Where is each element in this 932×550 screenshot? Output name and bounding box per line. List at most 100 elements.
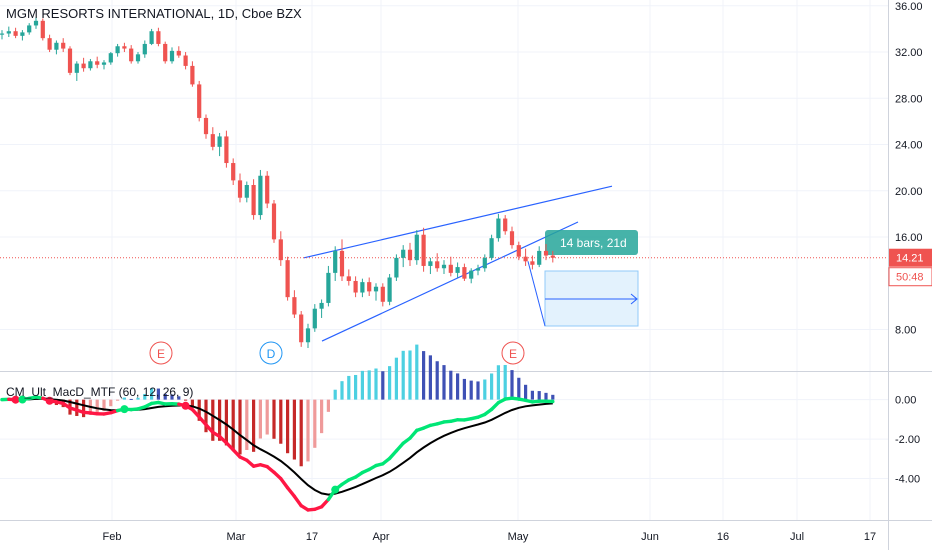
macd-histogram-bar [292,399,296,460]
candle-body [237,180,243,198]
candle-body [224,136,229,164]
indicator-title: CM_Ult_MacD_MTF (60, 12, 26, 9) [6,385,194,399]
macd-histogram-bar [170,394,174,400]
candle-body [47,38,52,50]
macd-histogram-bar [530,390,534,400]
macd-histogram-bar [524,384,528,400]
candle-body [435,261,440,269]
candle-body [108,53,113,63]
event-marker-circle [259,341,283,365]
candle-body [197,84,202,118]
candle-body [265,175,270,204]
time-axis[interactable]: Feb Mar 17 Apr May Jun 16 Jul 17 [103,531,877,543]
macd-histogram-bar [163,393,167,400]
macd-histogram-bar [306,399,310,462]
candle-body [550,255,555,258]
macd-histogram-bar [503,364,507,400]
candle-body [278,239,283,261]
macd-tick-label: -4.00 [895,474,920,486]
candle-body [367,282,372,292]
macd-histogram-bar [388,366,392,400]
gridlines [0,0,888,520]
macd-histogram-bar [156,388,160,400]
macd-histogram-bar [320,399,324,434]
price-tick-label: 32.00 [895,47,923,59]
candle-body [516,245,521,257]
macd-histogram-bar [150,388,154,400]
candle-body [258,175,263,216]
candle-body [360,282,365,293]
macd-histogram-bar [238,399,242,455]
macd-histogram-bar [415,344,419,400]
macd-histogram-bar [469,380,473,400]
candle-body [394,257,399,278]
macd-histogram-bar [347,375,351,400]
candle-body [190,65,195,85]
candle-body [183,55,188,66]
last-price-value: 14.21 [896,253,924,265]
candle-body [13,31,18,36]
macd-histogram-bar [401,350,405,400]
macd-histogram-bar [333,389,337,400]
candle-body [6,31,11,34]
candle-body [339,250,345,277]
time-tick-label: Feb [103,531,122,543]
macd-histogram-bar [354,374,358,400]
time-tick-label: Mar [227,531,246,543]
candle-body [543,250,549,256]
macd-histogram-bar [537,391,541,400]
upper-trendline [303,185,613,259]
macd-histogram-bar [184,399,188,401]
time-tick-label: Jun [641,531,659,543]
candle-body [203,117,209,135]
macd-cross-dot [181,401,190,410]
time-tick-label: 17 [306,531,318,543]
time-tick-label: 16 [717,531,729,543]
candle-body [149,31,154,44]
annotations[interactable]: 14 bars, 21d E D E [0,185,888,365]
lower-trendline [321,221,579,342]
macd-line-segment [285,486,297,499]
macd-histogram-bar [211,399,215,441]
macd-line-segment [197,415,208,427]
macd-cross-dot [331,485,340,494]
candle-body [163,43,168,62]
price-axis[interactable]: 36.00 32.00 28.00 24.00 20.00 16.00 8.00 0.00 -2… [895,1,923,486]
price-tick-label: 20.00 [895,186,923,198]
macd-histogram-bar [245,399,249,450]
candle-body [469,270,474,279]
candle-body [115,46,120,54]
event-marker-label: E [509,347,517,361]
candle-body [462,267,467,279]
macd-histogram-bar [510,370,514,400]
candle-body [387,277,392,302]
macd-histogram-bar [279,399,283,444]
macd-histogram-bar [122,397,126,400]
price-tick-label: 24.00 [895,140,923,152]
candle-body [176,50,181,56]
candle-body [319,302,324,309]
macd-histogram-bar [197,399,201,421]
candle-body [156,31,161,44]
candle-body [169,50,175,62]
macd-histogram-bar [224,399,228,446]
price-tick-label: 8.00 [895,325,916,337]
macd-histogram-bar [143,393,147,400]
candle-body [530,261,535,265]
macd-histogram-bar [435,361,439,400]
candle-body [101,62,107,65]
event-marker-circle [149,341,173,365]
macd-histogram-bar [109,399,113,407]
candle-body [305,328,311,343]
macd-histogram-bar [286,399,290,454]
candle-body [142,43,147,55]
chart-title: MGM RESORTS INTERNATIONAL, 1D, Cboe BZX [6,6,302,21]
candle-body [455,267,460,273]
macd-histogram-bar [367,370,371,400]
candle-body [299,314,304,343]
measure-label-bg [545,230,638,255]
time-tick-label: Apr [372,531,389,543]
candle-body [414,234,419,261]
candle-body [496,218,501,239]
